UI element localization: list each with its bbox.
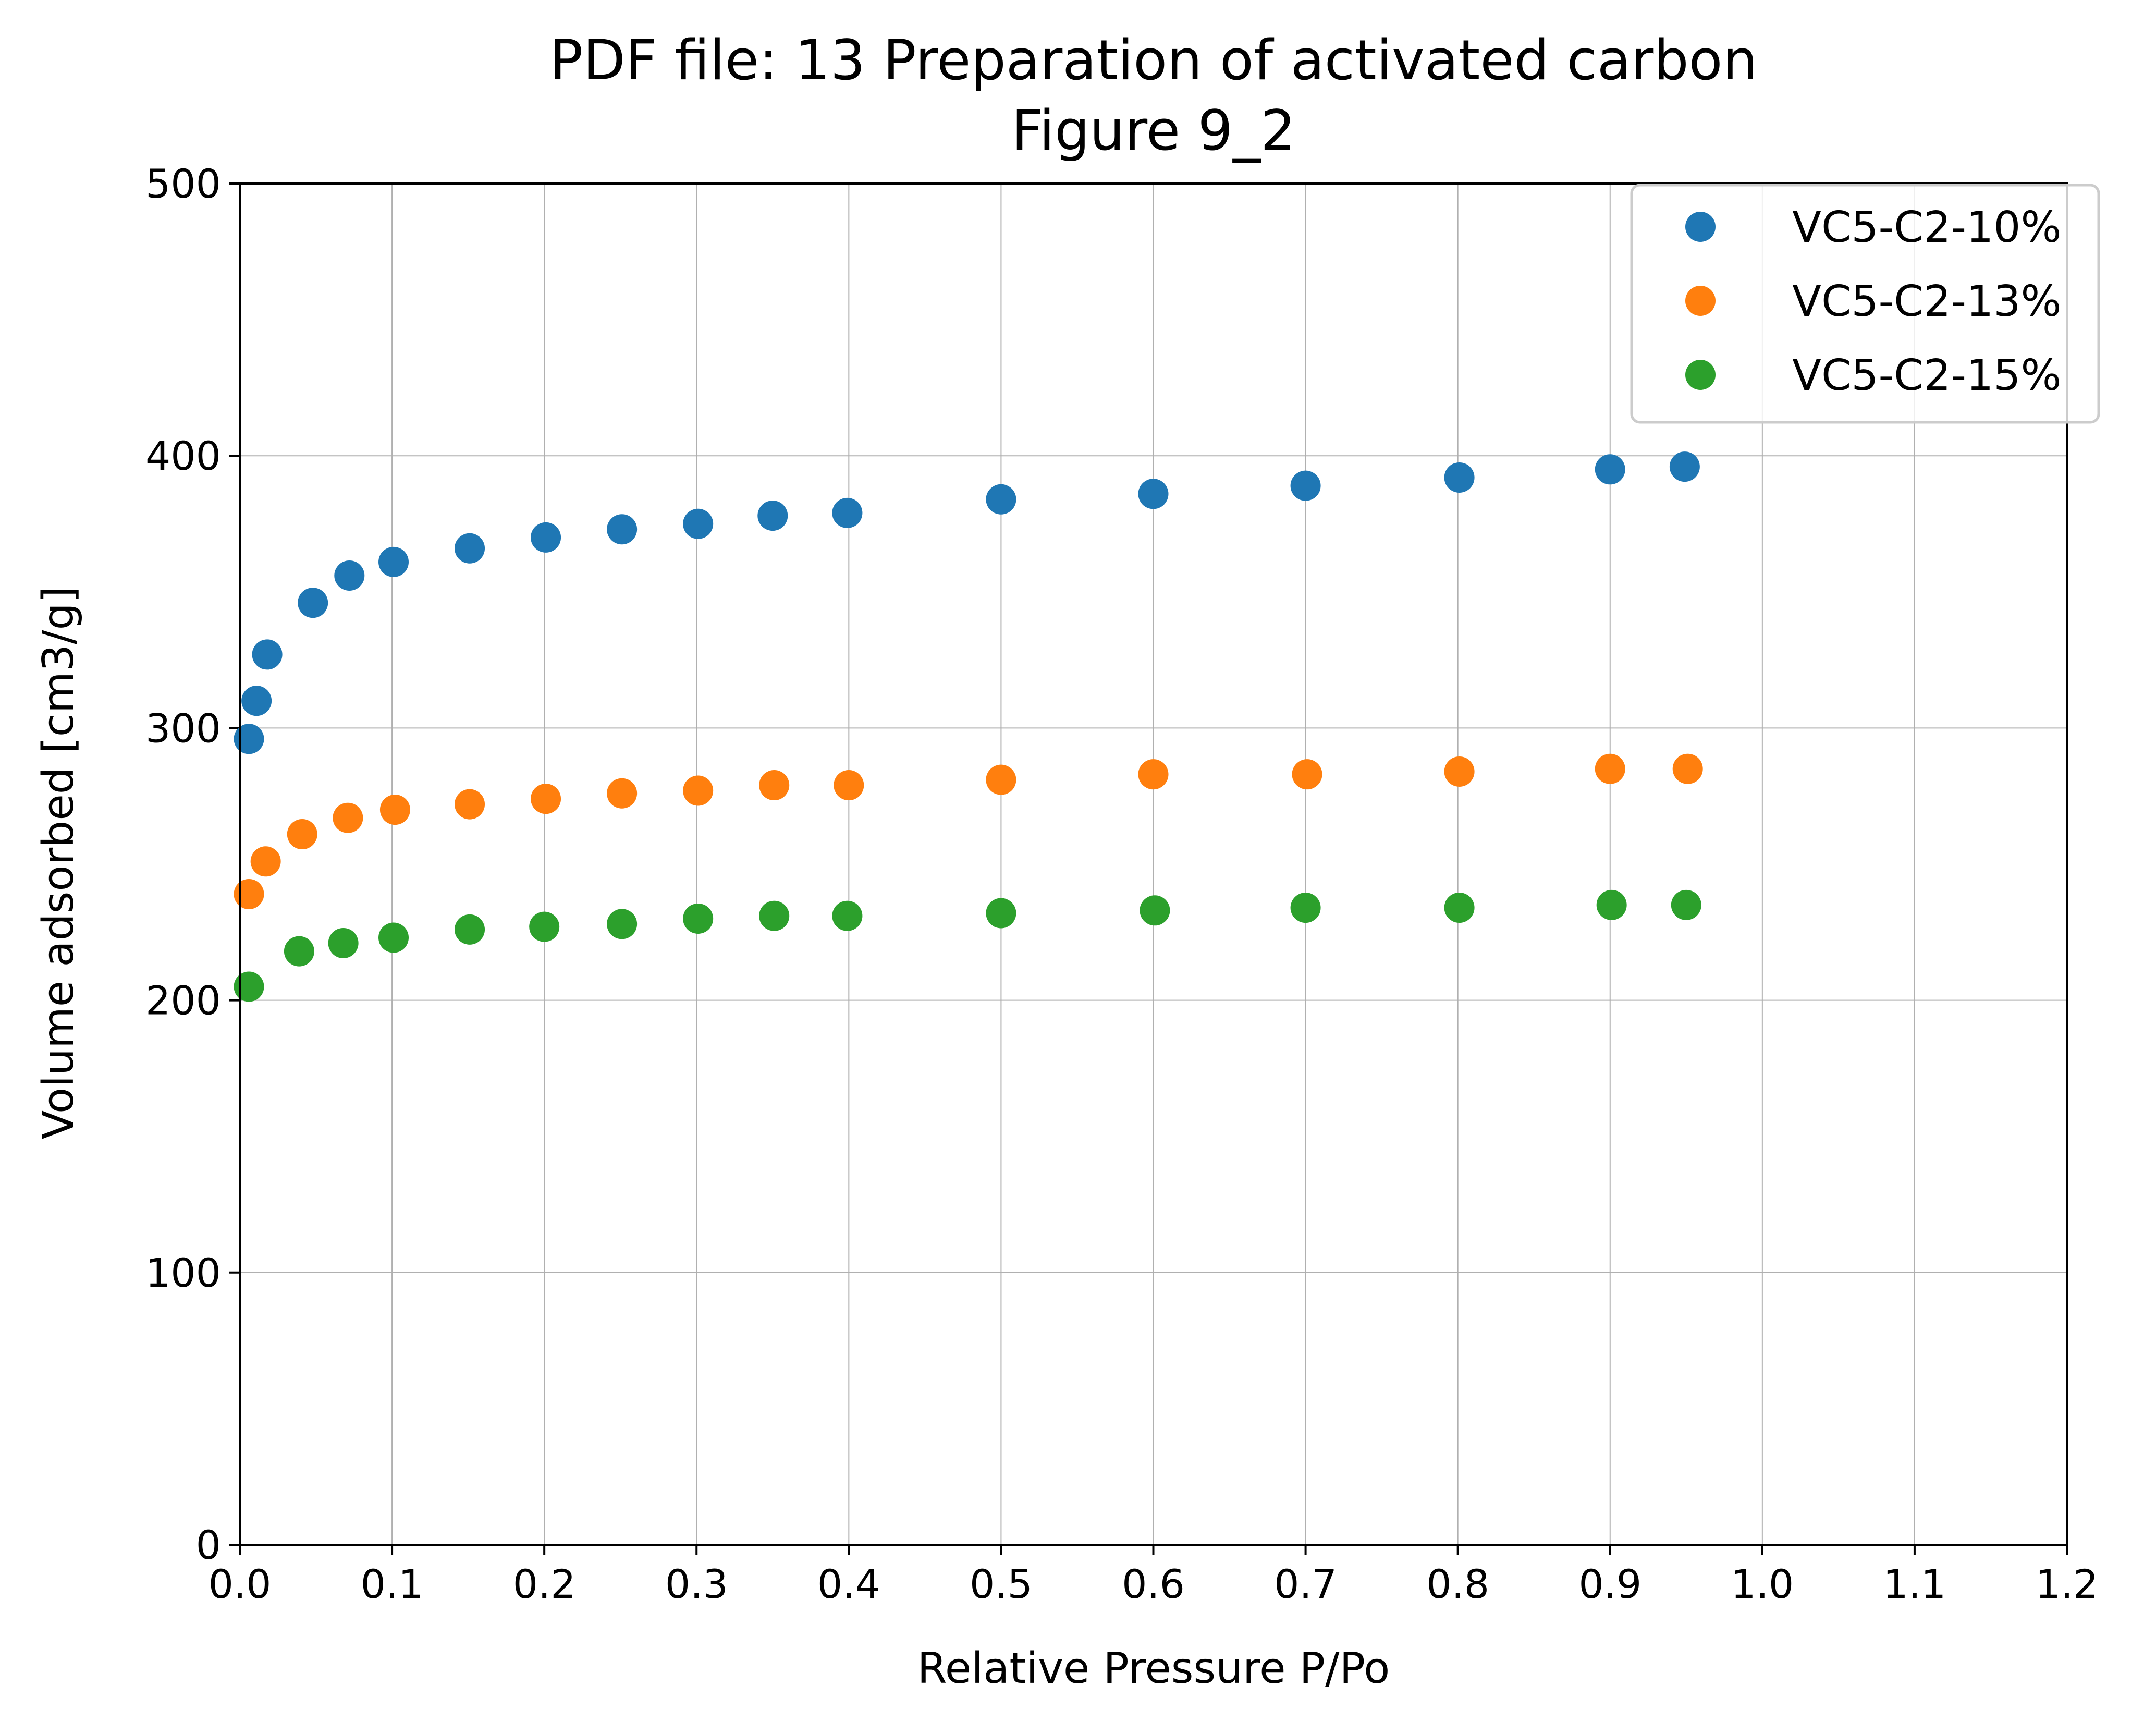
- data-point: [298, 588, 328, 618]
- data-point: [1671, 889, 1701, 920]
- y-tick-label: 0: [196, 1522, 221, 1568]
- data-point: [1292, 759, 1322, 790]
- x-tick-label: 0.9: [1578, 1561, 1642, 1607]
- data-point: [832, 497, 863, 528]
- y-tick-label: 200: [145, 978, 221, 1024]
- data-point: [683, 903, 714, 934]
- legend-marker: [1685, 212, 1716, 242]
- data-point: [531, 784, 561, 814]
- legend-box: [1630, 184, 2100, 424]
- legend-label: VC5-C2-13%: [1792, 277, 2061, 326]
- chart-title: PDF file: 13 Preparation of activated ca…: [549, 28, 1757, 92]
- x-tick-label: 1.0: [1731, 1561, 1794, 1607]
- data-point: [529, 911, 560, 942]
- data-point: [455, 789, 485, 820]
- data-point: [250, 846, 281, 877]
- data-point: [607, 514, 638, 545]
- data-point: [986, 484, 1016, 515]
- data-point: [1444, 756, 1475, 787]
- data-points: [234, 451, 1703, 1002]
- data-point: [986, 764, 1016, 795]
- data-point: [378, 546, 409, 577]
- data-point: [455, 533, 485, 564]
- x-tick-label: 0.2: [513, 1561, 576, 1607]
- x-tick-label: 0.3: [665, 1561, 728, 1607]
- x-tick-label: 0.1: [361, 1561, 424, 1607]
- series-3-points: [234, 889, 1701, 1002]
- data-point: [683, 775, 714, 806]
- data-point: [334, 560, 365, 591]
- data-point: [1444, 893, 1475, 923]
- legend: VC5-C2-10% VC5-C2-13% VC5-C2-15%: [1630, 184, 2100, 424]
- axis-ticks: 0.0 0.1 0.2 0.3 0.4 0.5 0.6 0.7 0.8 0.9 1.0 1.1 1.2 0…: [145, 161, 2099, 1607]
- x-tick-label: 1.1: [1883, 1561, 1946, 1607]
- series-1-points: [234, 451, 1700, 754]
- data-point: [234, 724, 264, 754]
- x-tick-label: 0.4: [817, 1561, 880, 1607]
- data-point: [241, 686, 272, 716]
- data-point: [378, 922, 409, 953]
- data-point: [1595, 753, 1625, 784]
- data-point: [832, 900, 863, 931]
- series-2-points: [234, 753, 1703, 909]
- data-point: [759, 900, 790, 931]
- data-point: [607, 909, 638, 939]
- data-point: [284, 936, 314, 967]
- data-point: [759, 770, 790, 801]
- data-point: [986, 898, 1016, 929]
- data-point: [234, 971, 264, 1002]
- x-tick-label: 0.7: [1274, 1561, 1337, 1607]
- x-tick-label: 0.5: [970, 1561, 1033, 1607]
- data-point: [252, 639, 283, 670]
- data-point: [1290, 893, 1321, 923]
- x-axis-title: Relative Pressure P/Po: [917, 1644, 1390, 1693]
- plot-frame: [239, 182, 2068, 1546]
- legend-label: VC5-C2-10%: [1792, 203, 2061, 252]
- data-point: [607, 778, 638, 809]
- y-tick-label: 100: [145, 1250, 221, 1296]
- data-point: [757, 501, 788, 531]
- data-point: [1672, 753, 1703, 784]
- data-point: [234, 878, 264, 909]
- data-point: [1444, 462, 1475, 493]
- x-tick-label: 0.0: [209, 1561, 272, 1607]
- data-point: [333, 802, 363, 833]
- data-point: [287, 819, 317, 850]
- legend-marker: [1685, 360, 1716, 390]
- data-point: [1669, 451, 1700, 482]
- legend-label: VC5-C2-15%: [1792, 351, 2061, 400]
- data-point: [683, 508, 714, 539]
- data-point: [1138, 479, 1169, 509]
- data-point: [1290, 470, 1321, 501]
- y-tick-label: 400: [145, 433, 221, 479]
- data-point: [834, 770, 864, 801]
- x-tick-label: 0.8: [1426, 1561, 1489, 1607]
- y-axis-title: Volume adsorbed [cm3/g]: [34, 586, 83, 1139]
- data-point: [455, 914, 485, 945]
- data-point: [1138, 759, 1169, 790]
- x-tick-label: 1.2: [2036, 1561, 2099, 1607]
- data-point: [531, 522, 561, 553]
- data-point: [328, 927, 359, 958]
- chart-subtitle: Figure 9_2: [1011, 99, 1295, 163]
- x-tick-label: 0.6: [1122, 1561, 1185, 1607]
- data-point: [1595, 454, 1625, 485]
- y-tick-label: 500: [145, 161, 221, 207]
- data-point: [1140, 895, 1170, 926]
- legend-marker: [1685, 286, 1716, 316]
- data-point: [379, 795, 410, 825]
- data-point: [1596, 889, 1627, 920]
- y-tick-label: 300: [145, 705, 221, 751]
